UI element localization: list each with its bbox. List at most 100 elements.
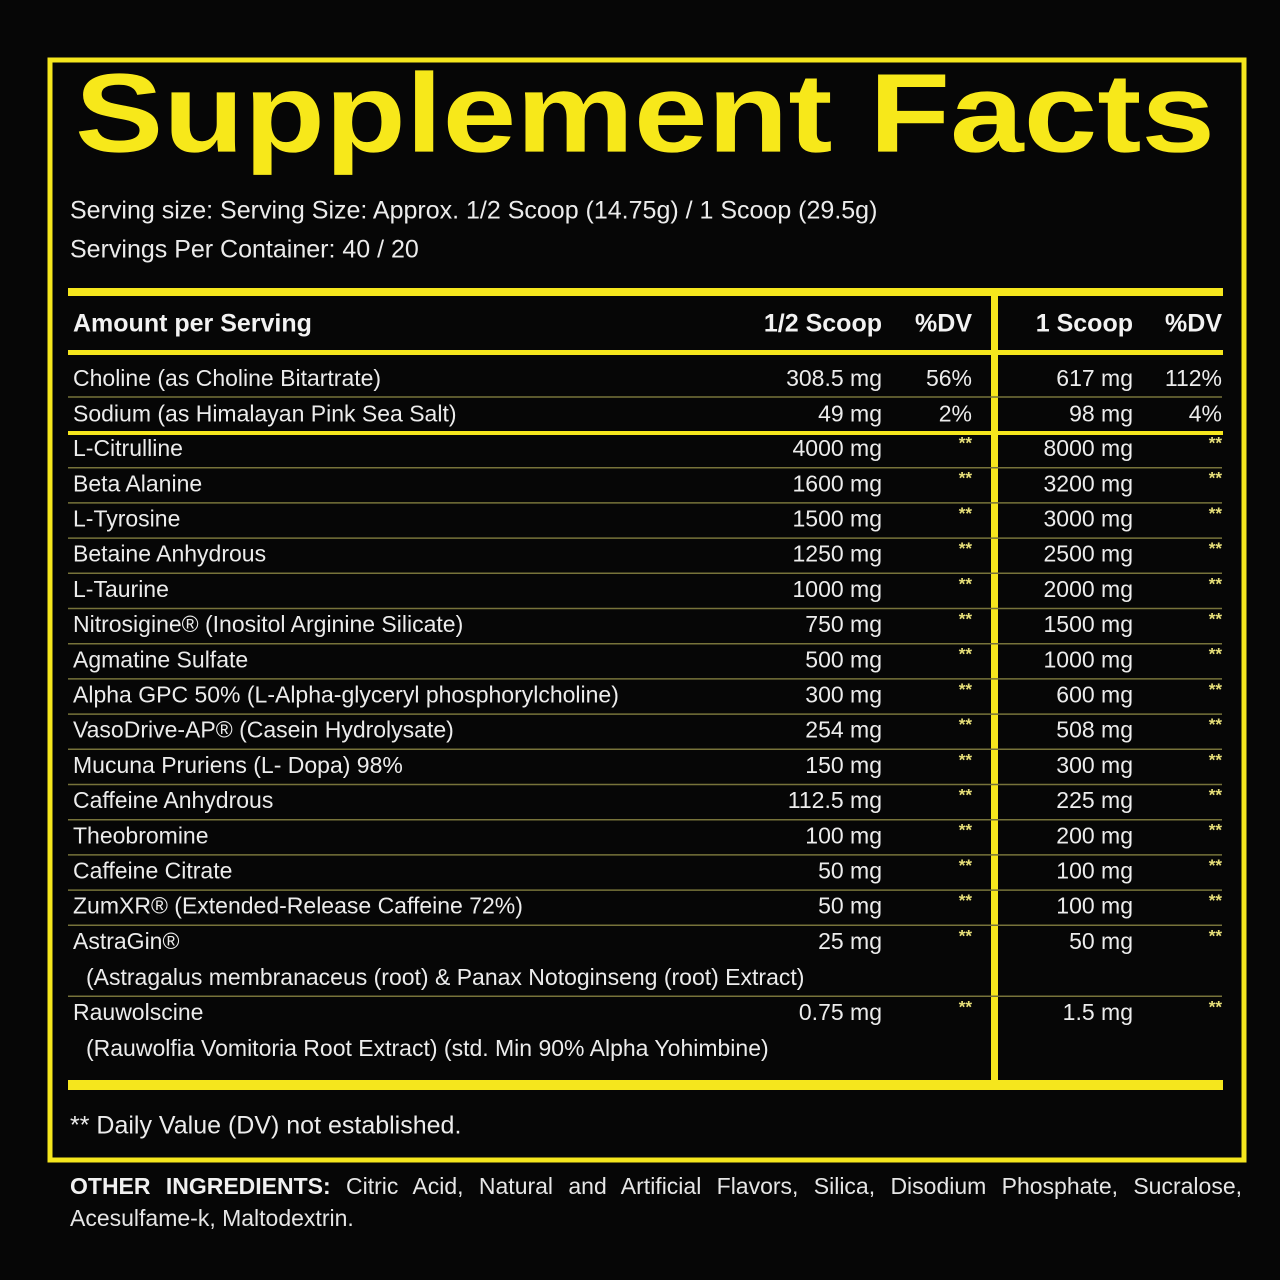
full-amount: 8000 mg [1043,435,1133,461]
half-amount: 750 mg [805,611,882,637]
half-amount: 1500 mg [792,505,882,531]
full-dv: ** [1209,504,1223,523]
half-amount: 254 mg [805,717,882,743]
full-amount: 600 mg [1056,681,1133,707]
border [47,57,1247,1163]
half-dv: ** [959,750,973,769]
ingredient-name: AstraGin® [73,928,179,954]
half-amount: 25 mg [818,928,882,954]
half-dv: ** [959,574,973,593]
ingredient-name: VasoDrive-AP® (Casein Hydrolysate) [73,717,454,743]
rule-header [68,350,1223,355]
half-dv: ** [959,715,973,734]
half-dv: ** [959,609,973,628]
ingredient-name: Rauwolscine [73,999,203,1025]
full-amount: 50 mg [1069,928,1133,954]
other-label: OTHER INGREDIENTS: [70,1173,331,1199]
serving-size: Serving size: Serving Size: Approx. 1/2 … [70,197,877,225]
rows: Choline (as Choline Bitartrate) 308.5 mg 5… [68,365,1222,1061]
full-dv: ** [1209,609,1223,628]
half-dv: ** [959,785,973,804]
half-dv: 2% [939,400,972,426]
half-dv: ** [959,433,973,452]
full-dv: ** [1209,926,1223,945]
ingredient-name: Caffeine Anhydrous [73,787,273,813]
ingredient-name: L-Tyrosine [73,505,180,531]
header-half-dv: %DV [915,310,972,338]
half-amount: 4000 mg [792,435,882,461]
full-dv: 4% [1189,400,1222,426]
full-amount: 3000 mg [1043,505,1133,531]
full-dv: ** [1209,785,1223,804]
rule-bottom [68,1080,1223,1090]
half-amount: 49 mg [818,400,882,426]
half-amount: 1600 mg [792,470,882,496]
full-dv: ** [1209,856,1223,875]
half-dv: ** [959,856,973,875]
full-amount: 300 mg [1056,752,1133,778]
full-dv: ** [1209,891,1223,910]
full-amount: 200 mg [1056,822,1133,848]
half-amount: 50 mg [818,893,882,919]
half-dv: ** [959,997,973,1016]
ingredient-name: Beta Alanine [73,470,202,496]
half-amount: 100 mg [805,822,882,848]
full-dv: ** [1209,821,1223,840]
full-dv: ** [1209,750,1223,769]
rule-top [68,288,1223,296]
half-dv: ** [959,821,973,840]
full-dv: ** [1209,469,1223,488]
half-amount: 0.75 mg [799,999,882,1025]
ingredient-name: Sodium (as Himalayan Pink Sea Salt) [73,400,457,426]
full-amount: 2000 mg [1043,576,1133,602]
full-amount: 1500 mg [1043,611,1133,637]
full-amount: 98 mg [1069,400,1133,426]
half-dv: ** [959,891,973,910]
full-amount: 1.5 mg [1063,999,1133,1025]
half-amount: 112.5 mg [788,787,882,813]
full-dv: ** [1209,680,1223,699]
other-ingredients: OTHER INGREDIENTS: Citric Acid, Natural … [70,1170,1242,1234]
ingredient-name: L-Citrulline [73,435,183,461]
ingredient-name: Nitrosigine® (Inositol Arginine Silicate… [73,611,463,637]
ingredient-name: Theobromine [73,822,209,848]
full-amount: 3200 mg [1043,470,1133,496]
half-dv: ** [959,680,973,699]
ingredient-detail: (Astragalus membranaceus (root) & Panax … [86,964,804,990]
half-amount: 1250 mg [792,541,882,567]
column-divider [991,292,998,1084]
half-amount: 50 mg [818,857,882,883]
ingredient-name: Caffeine Citrate [73,857,232,883]
ingredient-name: Betaine Anhydrous [73,541,266,567]
half-amount: 1000 mg [792,576,882,602]
full-amount: 100 mg [1056,893,1133,919]
half-amount: 500 mg [805,646,882,672]
header-label: Amount per Serving [73,310,312,338]
ingredient-detail: (Rauwolfia Vomitoria Root Extract) (std.… [86,1035,769,1061]
other-text: Citric Acid, Natural and Artificial Flav… [70,1173,1242,1231]
header-full-dv: %DV [1165,310,1222,338]
full-dv: ** [1209,574,1223,593]
header-full: 1 Scoop [1036,310,1133,338]
ingredient-name: Alpha GPC 50% (L-Alpha-glyceryl phosphor… [73,681,619,707]
full-dv: ** [1209,539,1223,558]
half-amount: 308.5 mg [786,365,882,391]
ingredient-name: Mucuna Pruriens (L- Dopa) 98% [73,752,403,778]
full-dv: ** [1209,715,1223,734]
header-half: 1/2 Scoop [764,310,882,338]
ingredient-name: L-Taurine [73,576,169,602]
full-amount: 2500 mg [1043,541,1133,567]
full-amount: 508 mg [1056,717,1133,743]
ingredient-name: Agmatine Sulfate [73,646,248,672]
servings-per-container: Servings Per Container: 40 / 20 [70,236,419,264]
rule-dv [68,431,1223,435]
title: Supplement Facts [75,51,1215,176]
half-dv: ** [959,926,973,945]
half-amount: 300 mg [805,681,882,707]
half-amount: 150 mg [805,752,882,778]
full-dv: 112% [1165,365,1222,391]
full-dv: ** [1209,997,1223,1016]
full-amount: 225 mg [1056,787,1133,813]
